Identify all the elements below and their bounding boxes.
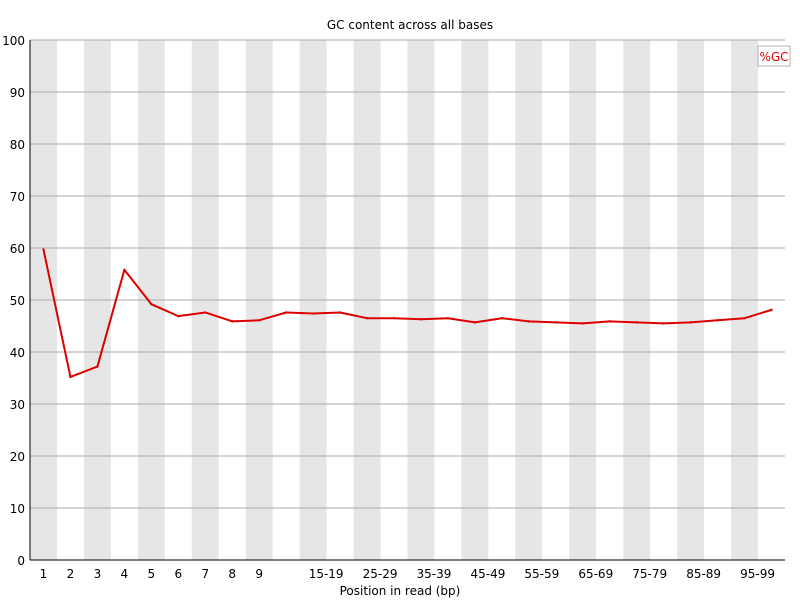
x-axis-label: Position in read (bp) xyxy=(340,584,461,598)
data-point xyxy=(581,322,584,325)
data-point xyxy=(150,302,153,306)
data-point xyxy=(770,308,773,312)
x-tick-label: 4 xyxy=(121,567,129,581)
data-point xyxy=(365,317,369,320)
x-tick-label: 65-69 xyxy=(578,567,613,581)
chart-title: GC content across all bases xyxy=(327,18,493,32)
data-point xyxy=(554,321,558,324)
y-tick-label: 100 xyxy=(2,34,25,48)
data-point xyxy=(473,321,477,324)
data-point xyxy=(177,314,180,318)
data-point xyxy=(743,317,746,320)
data-point xyxy=(500,317,504,320)
y-tick-label: 0 xyxy=(17,554,25,568)
data-point xyxy=(96,365,99,368)
x-tick-label: 95-99 xyxy=(740,567,775,581)
data-point xyxy=(204,311,207,314)
x-tick-label: 55-59 xyxy=(524,567,559,581)
y-tick-label: 10 xyxy=(10,502,25,516)
y-tick-label: 90 xyxy=(10,86,25,100)
legend-box xyxy=(757,45,791,67)
data-point xyxy=(284,311,288,314)
x-tick-label: 3 xyxy=(94,567,102,581)
y-tick-label: 50 xyxy=(10,294,25,308)
x-tick-label: 15-19 xyxy=(309,567,344,581)
data-point xyxy=(231,320,234,323)
data-point xyxy=(42,248,45,251)
data-point xyxy=(419,318,423,321)
data-point xyxy=(716,319,719,322)
data-point xyxy=(311,312,315,315)
y-tick-label: 30 xyxy=(10,398,25,412)
data-point xyxy=(446,317,450,320)
x-tick-label: 85-89 xyxy=(686,567,721,581)
data-point xyxy=(608,320,611,323)
x-tick-label: 2 xyxy=(67,567,75,581)
x-tick-label: 25-29 xyxy=(363,567,398,581)
x-tick-label: 5 xyxy=(148,567,156,581)
data-point xyxy=(123,268,126,272)
data-point xyxy=(689,321,692,324)
data-point xyxy=(527,320,531,323)
y-tick-label: 70 xyxy=(10,190,25,204)
legend-entry: %GC xyxy=(759,50,788,64)
data-point xyxy=(392,317,396,320)
x-tick-label: 6 xyxy=(174,567,182,581)
x-tick-label: 75-79 xyxy=(632,567,667,581)
x-tick-label: 8 xyxy=(228,567,236,581)
x-tick-label: 7 xyxy=(201,567,209,581)
series-line xyxy=(42,249,772,378)
y-tick-label: 80 xyxy=(10,138,25,152)
x-tick-label: 9 xyxy=(255,567,263,581)
y-tick-label: 20 xyxy=(10,450,25,464)
data-point xyxy=(338,311,342,314)
data-point xyxy=(69,375,72,379)
y-tick-label: 60 xyxy=(10,242,25,256)
y-tick-label: 40 xyxy=(10,346,25,360)
data-point xyxy=(635,321,638,324)
x-tick-label: 35-39 xyxy=(417,567,452,581)
x-tick-label: 1 xyxy=(40,567,48,581)
x-tick-label: 45-49 xyxy=(470,567,505,581)
data-point xyxy=(257,319,261,322)
data-point xyxy=(662,322,665,325)
